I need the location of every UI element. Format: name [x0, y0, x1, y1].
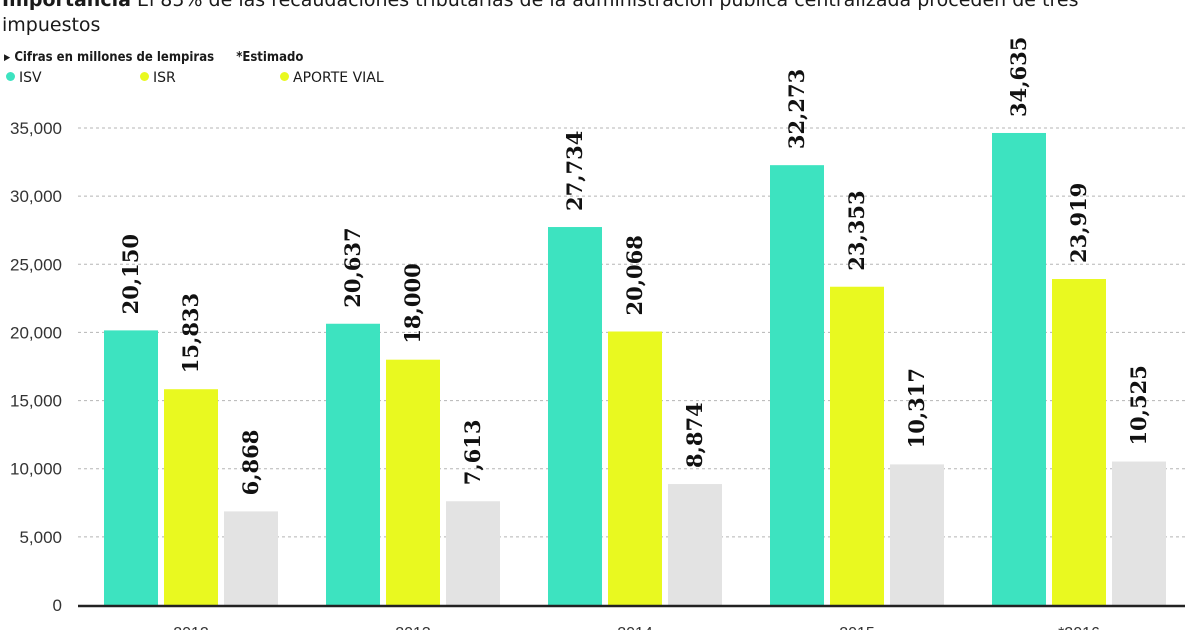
bar	[386, 359, 440, 605]
y-tick-label: 25,000	[10, 255, 62, 274]
y-tick-label: 0	[53, 596, 62, 615]
headline-text: El 85% de las recaudaciones tributarias …	[136, 0, 1079, 11]
estimate-note: *Estimado	[236, 50, 304, 65]
legend-label-isr: ISR	[153, 70, 176, 86]
bar	[446, 501, 500, 605]
x-tick-label: 2013	[395, 625, 431, 630]
x-tick-label: 2014	[617, 625, 653, 630]
bar	[608, 331, 662, 605]
bar-value-label: 18,000	[400, 263, 425, 343]
bar-value-label: 23,919	[1066, 183, 1091, 263]
headline-continuation: impuestos	[2, 14, 101, 36]
units-note: Cifras en millones de lempiras	[14, 50, 215, 65]
bar	[164, 389, 218, 605]
y-tick-label: 15,000	[10, 392, 62, 411]
bar	[1112, 461, 1166, 605]
legend-label-isv: ISV	[19, 70, 42, 86]
triangle-bullet-icon: ▶	[4, 53, 11, 63]
bar-value-label: 23,353	[844, 190, 869, 270]
bar-value-label: 20,150	[118, 234, 143, 314]
chart-notes: ▶ Cifras en millones de lempiras *Estima…	[4, 50, 303, 65]
bar-value-label: 34,635	[1006, 37, 1031, 117]
x-tick-label: 2012	[173, 625, 209, 630]
legend-label-aporte-vial: APORTE VIAL	[293, 70, 384, 86]
y-tick-label: 30,000	[10, 187, 62, 206]
chart-header: Importancia El 85% de las recaudaciones …	[0, 0, 1200, 38]
bar	[890, 464, 944, 605]
bar-value-label: 20,637	[340, 227, 365, 307]
bar	[224, 511, 278, 605]
x-tick-label: 2015	[839, 625, 875, 630]
bar	[992, 132, 1046, 605]
bar-value-label: 8,874	[682, 402, 707, 468]
y-tick-label: 10,000	[10, 460, 62, 479]
bar	[104, 330, 158, 605]
legend-dot-aporte-vial	[280, 72, 289, 81]
legend-dot-isr	[140, 72, 149, 81]
bar-value-label: 10,525	[1126, 365, 1151, 445]
bar	[1052, 279, 1106, 605]
bar-value-label: 7,613	[460, 419, 485, 485]
bar	[770, 165, 824, 606]
bar-value-label: 15,833	[178, 293, 203, 373]
bar-value-label: 32,273	[784, 69, 809, 149]
bar	[548, 227, 602, 605]
legend-item-isv: ISV	[6, 70, 42, 86]
headline-lead: Importancia	[2, 0, 131, 11]
chart-legend: ISV ISR APORTE VIAL	[6, 70, 526, 88]
bar-value-label: 6,868	[238, 430, 263, 496]
bar-value-label: 27,734	[562, 131, 587, 211]
y-tick-label: 5,000	[19, 528, 62, 547]
x-tick-label: *2016	[1058, 625, 1100, 630]
legend-item-isr: ISR	[140, 70, 176, 86]
chart-headline: Importancia El 85% de las recaudaciones …	[2, 0, 1200, 13]
legend-item-aporte-vial: APORTE VIAL	[280, 70, 384, 86]
bar	[668, 484, 722, 605]
bar	[326, 323, 380, 605]
y-tick-label: 35,000	[10, 119, 62, 138]
bar-value-label: 20,068	[622, 235, 647, 315]
bar-value-label: 10,317	[904, 368, 929, 448]
y-tick-label: 20,000	[10, 323, 62, 342]
legend-dot-isv	[6, 72, 15, 81]
bar	[830, 286, 884, 605]
